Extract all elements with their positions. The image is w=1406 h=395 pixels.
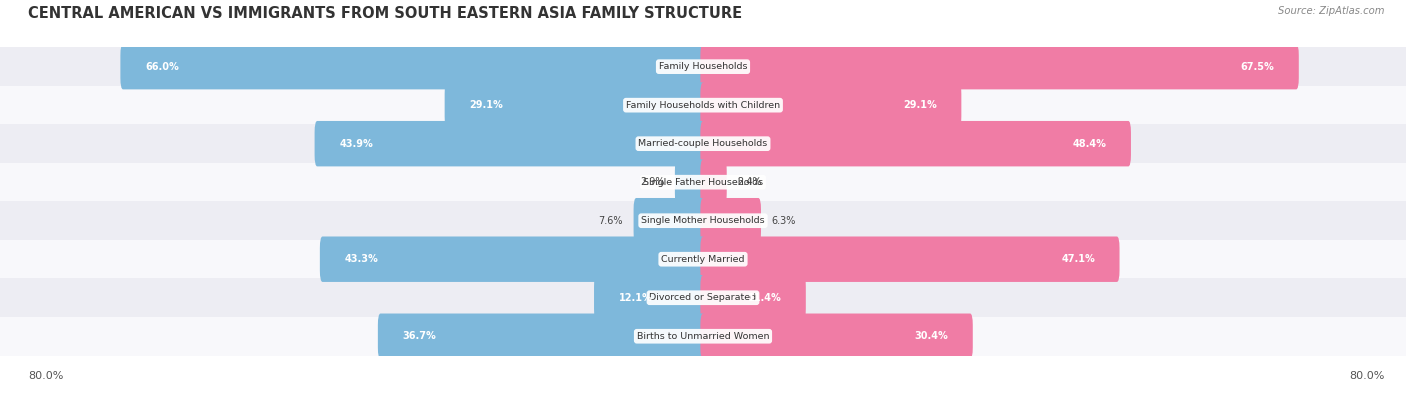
- Text: 67.5%: 67.5%: [1240, 62, 1274, 71]
- FancyBboxPatch shape: [0, 163, 1406, 201]
- FancyBboxPatch shape: [700, 121, 1130, 166]
- Text: Single Mother Households: Single Mother Households: [641, 216, 765, 225]
- Text: 7.6%: 7.6%: [599, 216, 623, 226]
- FancyBboxPatch shape: [321, 237, 706, 282]
- FancyBboxPatch shape: [121, 44, 706, 89]
- FancyBboxPatch shape: [700, 160, 727, 205]
- FancyBboxPatch shape: [0, 240, 1406, 278]
- Text: Married-couple Households: Married-couple Households: [638, 139, 768, 148]
- FancyBboxPatch shape: [700, 314, 973, 359]
- Text: 2.4%: 2.4%: [737, 177, 762, 187]
- Text: 43.3%: 43.3%: [344, 254, 378, 264]
- Text: 48.4%: 48.4%: [1073, 139, 1107, 149]
- Text: 47.1%: 47.1%: [1062, 254, 1095, 264]
- Text: Currently Married: Currently Married: [661, 255, 745, 264]
- FancyBboxPatch shape: [444, 83, 706, 128]
- Text: Source: ZipAtlas.com: Source: ZipAtlas.com: [1278, 6, 1385, 16]
- Text: 66.0%: 66.0%: [145, 62, 179, 71]
- Text: 43.9%: 43.9%: [339, 139, 373, 149]
- Text: 80.0%: 80.0%: [28, 371, 63, 381]
- FancyBboxPatch shape: [0, 86, 1406, 124]
- FancyBboxPatch shape: [0, 47, 1406, 86]
- Text: 30.4%: 30.4%: [914, 331, 948, 341]
- FancyBboxPatch shape: [0, 317, 1406, 356]
- FancyBboxPatch shape: [700, 275, 806, 320]
- Text: Births to Unmarried Women: Births to Unmarried Women: [637, 332, 769, 341]
- Text: Single Father Households: Single Father Households: [643, 178, 763, 187]
- FancyBboxPatch shape: [700, 237, 1119, 282]
- FancyBboxPatch shape: [593, 275, 706, 320]
- Text: 36.7%: 36.7%: [402, 331, 436, 341]
- FancyBboxPatch shape: [700, 198, 761, 243]
- FancyBboxPatch shape: [0, 201, 1406, 240]
- FancyBboxPatch shape: [315, 121, 706, 166]
- FancyBboxPatch shape: [0, 124, 1406, 163]
- Text: 2.9%: 2.9%: [640, 177, 665, 187]
- FancyBboxPatch shape: [675, 160, 706, 205]
- FancyBboxPatch shape: [0, 278, 1406, 317]
- Text: Family Households: Family Households: [659, 62, 747, 71]
- FancyBboxPatch shape: [700, 44, 1299, 89]
- Text: 12.1%: 12.1%: [619, 293, 652, 303]
- FancyBboxPatch shape: [378, 314, 706, 359]
- Text: 11.4%: 11.4%: [748, 293, 782, 303]
- FancyBboxPatch shape: [700, 83, 962, 128]
- Text: 29.1%: 29.1%: [903, 100, 936, 110]
- Text: 80.0%: 80.0%: [1350, 371, 1385, 381]
- Text: Divorced or Separated: Divorced or Separated: [650, 293, 756, 302]
- FancyBboxPatch shape: [634, 198, 706, 243]
- Text: 29.1%: 29.1%: [470, 100, 503, 110]
- Text: Family Households with Children: Family Households with Children: [626, 101, 780, 110]
- Text: 6.3%: 6.3%: [772, 216, 796, 226]
- Text: CENTRAL AMERICAN VS IMMIGRANTS FROM SOUTH EASTERN ASIA FAMILY STRUCTURE: CENTRAL AMERICAN VS IMMIGRANTS FROM SOUT…: [28, 6, 742, 21]
